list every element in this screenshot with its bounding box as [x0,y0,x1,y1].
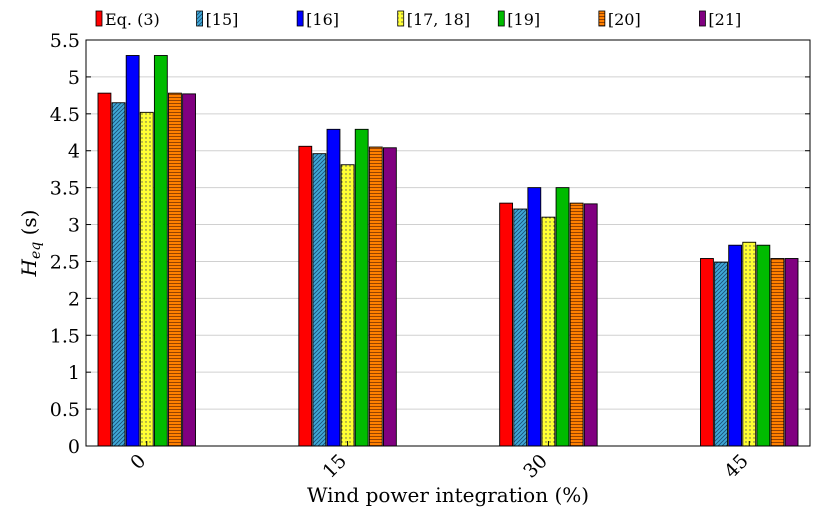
grid-lines [86,76,810,410]
y-tick-label: 1.5 [50,325,80,347]
legend-label: [15] [206,10,239,29]
bar [298,145,313,447]
bar [700,258,714,447]
bar [182,93,196,447]
bar [368,146,383,447]
bar [784,258,799,447]
bar [382,147,397,447]
legend-label: Eq. (3) [105,10,160,29]
bar [541,216,556,447]
legend-swatch [296,10,304,27]
y-axis-label-symbol: H [17,258,41,277]
bar [354,128,369,447]
legend-swatch [699,10,706,27]
bar [569,202,584,447]
y-tick-label: 4 [68,141,80,163]
y-tick-label: 5.5 [50,30,80,52]
legend-swatch [95,10,103,27]
legend: Eq. (3) [15] [16] [17, 18] [19] [20] [21] [95,10,741,29]
legend-label: [21] [708,10,741,29]
y-axis-label-subscript: eq [28,242,44,259]
bar [125,55,140,447]
y-axis-label: Heq (s) [17,210,44,278]
bar [139,111,154,447]
x-tick-label: 15 [318,450,351,483]
y-tick-label: 4.5 [50,104,80,126]
bar [499,202,514,447]
y-tick-label: 1 [68,362,80,384]
bar [756,244,771,447]
bar [742,241,757,447]
legend-label: [19] [507,10,540,29]
y-tick-label: 2 [68,288,80,310]
bar [728,244,743,447]
bar [714,261,728,447]
bar [340,164,355,447]
bar [153,55,168,447]
y-axis-label-unit: (s) [17,210,41,242]
legend-swatch [397,10,405,27]
y-tick-label: 2.5 [50,251,80,273]
x-axis-label: Wind power integration (%) [307,483,589,507]
x-axis-ticks: 0 15 30 45 [126,441,753,483]
legend-swatch [497,10,505,27]
y-tick-label: 5 [68,67,80,89]
x-tick-label: 45 [720,450,753,483]
bar [111,102,126,447]
bar [583,203,598,447]
bar [527,187,542,447]
legend-label: [17, 18] [407,10,470,29]
y-tick-label: 3.5 [50,178,80,200]
bar [97,92,112,447]
bar [513,208,528,447]
x-tick-label: 0 [126,450,150,474]
bar [326,128,341,447]
bar [168,92,182,447]
legend-label: [16] [306,10,339,29]
bar [312,153,327,447]
plot-frame [85,39,811,447]
legend-swatch [196,10,203,27]
bars [97,55,799,447]
y-tick-label: 3 [68,215,80,237]
bar [555,187,570,447]
y-tick-label: 0.5 [50,399,80,421]
legend-swatch [598,10,606,27]
y-axis-ticks: 0 0.5 1 1.5 2 2.5 3 3.5 4 4.5 5 5.5 [50,30,810,458]
bar [770,258,785,447]
y-tick-label: 0 [68,436,80,458]
x-tick-label: 30 [519,450,552,483]
legend-label: [20] [608,10,641,29]
